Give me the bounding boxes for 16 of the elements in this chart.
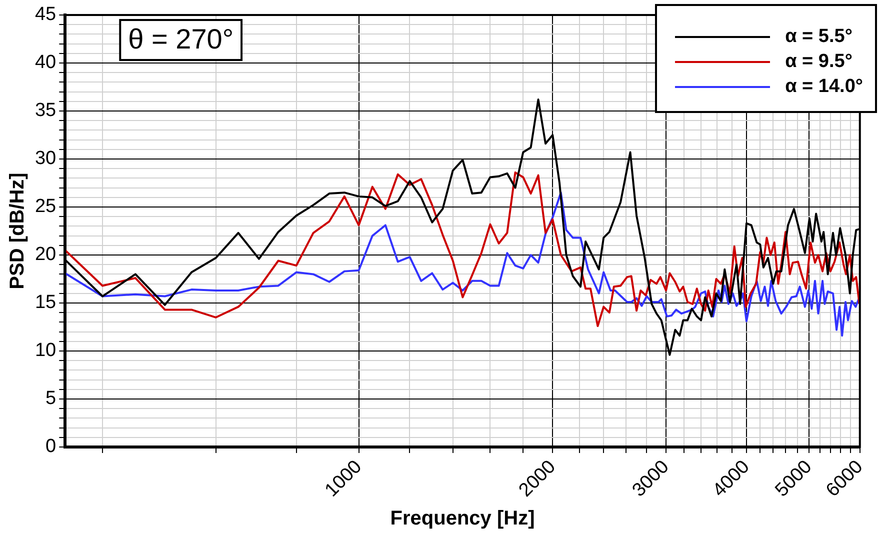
y-tick-label: 0 <box>46 436 56 458</box>
y-tick-label: 5 <box>46 388 56 410</box>
y-tick-label: 30 <box>34 148 56 170</box>
legend-label: α = 14.0° <box>785 76 863 98</box>
y-axis-title: PSD [dB/Hz] <box>6 172 29 290</box>
legend-label: α = 5.5° <box>785 26 852 48</box>
y-tick-label: 35 <box>34 100 56 122</box>
legend-label: α = 9.5° <box>785 50 852 72</box>
x-axis-title: Frequency [Hz] <box>390 508 535 530</box>
y-tick-label: 45 <box>34 4 56 26</box>
y-tick-label: 20 <box>34 244 56 266</box>
y-tick-label: 15 <box>34 292 56 314</box>
annotation: θ = 270° <box>128 24 234 55</box>
y-tick-label: 40 <box>34 52 56 74</box>
y-tick-label: 25 <box>34 196 56 218</box>
y-tick-label: 10 <box>34 340 56 362</box>
